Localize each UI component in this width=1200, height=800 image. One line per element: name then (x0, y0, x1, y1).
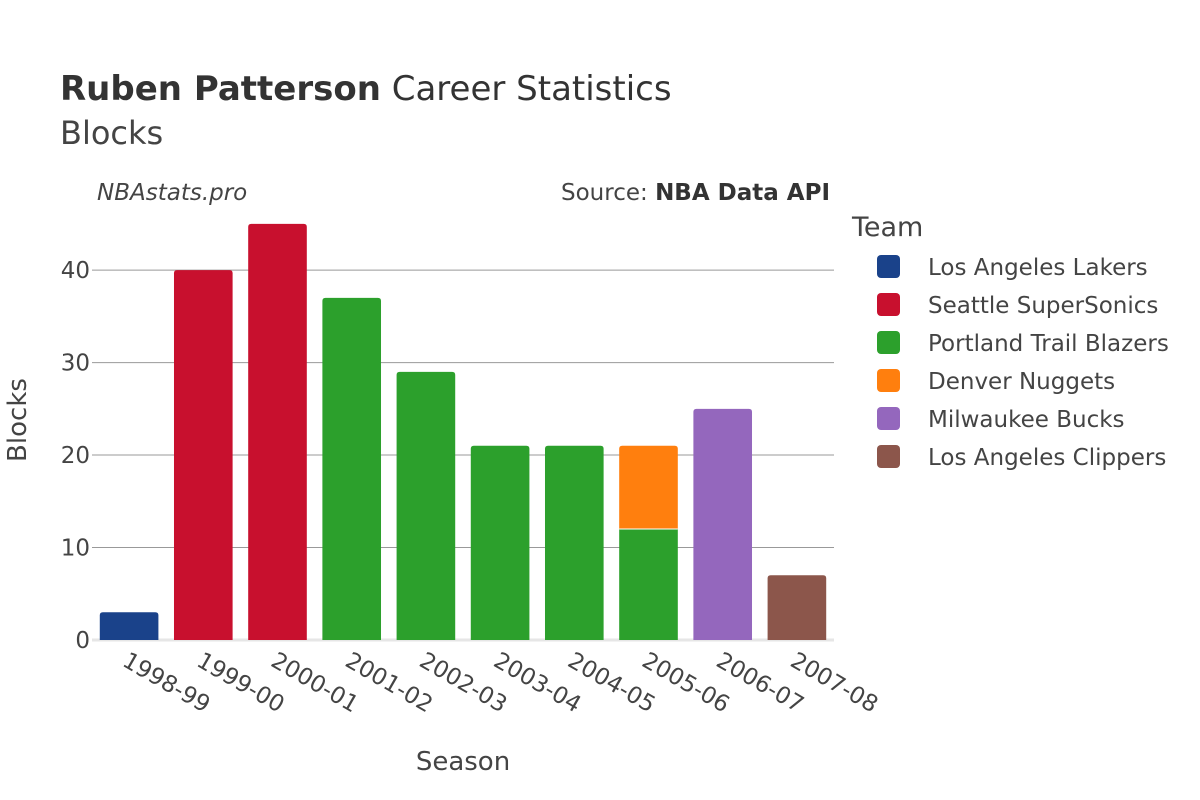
bars (99, 223, 827, 640)
chart-title: Ruben Patterson Career Statistics (60, 69, 672, 109)
y-tick-label: 0 (75, 628, 90, 654)
bar (544, 445, 604, 640)
legend-swatch (877, 293, 900, 316)
x-tick-labels: 1998-991999-002000-012001-022002-032003-… (118, 648, 882, 719)
legend-label: Seattle SuperSonics (928, 293, 1158, 319)
watermark: NBAstats.pro (97, 180, 247, 206)
chart-subtitle: Blocks (60, 114, 163, 152)
source-label: Source: NBA Data API (561, 180, 830, 206)
legend-title: Team (851, 212, 923, 243)
x-axis-title: Season (416, 747, 510, 777)
bar (173, 270, 233, 640)
legend-swatch (877, 331, 900, 354)
legend-label: Los Angeles Lakers (928, 255, 1148, 281)
bar (693, 408, 753, 640)
legend-label: Denver Nuggets (928, 369, 1115, 395)
legend: Team Los Angeles Lakers Seattle SuperSoni… (851, 212, 1169, 471)
legend-label: Milwaukee Bucks (928, 407, 1125, 433)
legend-swatch (877, 369, 900, 392)
y-tick-label: 40 (61, 258, 90, 284)
chart-title-player: Ruben Patterson (60, 69, 381, 109)
legend-swatch (877, 255, 900, 278)
legend-items: Los Angeles Lakers Seattle SuperSonics Por… (877, 255, 1169, 471)
legend-swatch (877, 445, 900, 468)
y-axis-title: Blocks (3, 378, 33, 462)
legend-label: Portland Trail Blazers (928, 331, 1169, 357)
y-tick-label: 30 (61, 351, 90, 377)
source-name: NBA Data API (655, 180, 830, 206)
bar (619, 445, 678, 530)
bar (396, 371, 456, 640)
y-tick-label: 10 (61, 536, 90, 562)
legend-swatch (877, 407, 900, 430)
source-prefix: Source: (561, 180, 655, 206)
y-tick-label: 20 (61, 443, 90, 469)
bar (99, 612, 159, 640)
chart-title-rest: Career Statistics (381, 69, 672, 109)
legend-label: Los Angeles Clippers (928, 445, 1166, 471)
bar (322, 297, 382, 640)
bar (619, 529, 678, 640)
y-tick-labels: 0 10 20 30 40 (61, 258, 90, 654)
bar (470, 445, 530, 640)
bar (767, 575, 827, 640)
bar (248, 223, 307, 640)
